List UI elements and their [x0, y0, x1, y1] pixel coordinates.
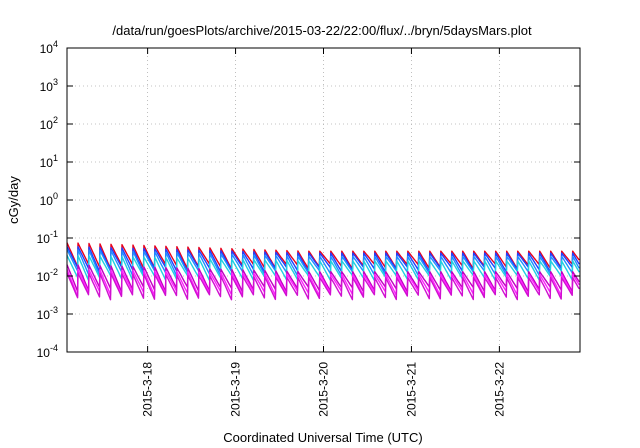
- series-line: [66, 249, 580, 277]
- y-axis-label: cGy/day: [6, 176, 21, 224]
- y-tick-label: 101: [40, 153, 58, 170]
- series-line: [66, 264, 580, 293]
- y-tick-label: 102: [40, 115, 58, 132]
- x-tick-label: 2015-3-20: [317, 362, 331, 417]
- y-tick-label: 104: [40, 39, 58, 56]
- x-tick-label: 2015-3-18: [141, 362, 155, 417]
- series-line: [66, 245, 580, 273]
- x-axis-label: Coordinated Universal Time (UTC): [223, 430, 422, 445]
- y-tick-label: 100: [40, 191, 58, 208]
- series-line: [66, 254, 580, 282]
- series-lines: [66, 242, 580, 301]
- y-tick-label: 10-4: [37, 343, 58, 360]
- chart-title: /data/run/goesPlots/archive/2015-03-22/2…: [112, 23, 532, 38]
- x-tick-label: 2015-3-21: [404, 362, 418, 417]
- axis-ticks: [67, 47, 580, 353]
- y-tick-label: 103: [40, 77, 58, 94]
- x-tick-label: 2015-3-19: [229, 362, 243, 417]
- series-line: [66, 272, 580, 301]
- x-tick-labels: 2015-3-18 2015-3-19 2015-3-20 2015-3-21 2015…: [141, 362, 507, 417]
- grid: [67, 48, 580, 352]
- y-tick-label: 10-2: [37, 267, 58, 284]
- y-tick-label: 10-1: [37, 229, 58, 246]
- series-line: [66, 268, 580, 297]
- x-tick-label: 2015-3-22: [492, 362, 506, 417]
- y-tick-labels: 10-4 10-3 10-2 10-1 100 101 102 103 104: [37, 39, 58, 360]
- y-tick-label: 10-3: [37, 305, 58, 322]
